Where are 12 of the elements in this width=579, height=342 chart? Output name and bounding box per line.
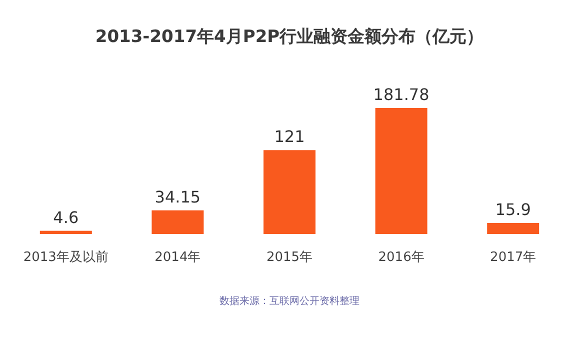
data-label: 121 (274, 127, 305, 146)
x-tick-label: 2014年 (154, 250, 201, 265)
data-label: 15.9 (495, 200, 531, 219)
x-tick-label: 2017年 (490, 250, 536, 265)
x-tick-label: 2016年 (378, 250, 424, 265)
title: 2013-2017年4月P2P行业融资金额分布（亿元） (95, 27, 484, 47)
data-label: 34.15 (154, 187, 201, 206)
x-tick-label: 2013年及以前 (23, 250, 108, 265)
data-label: 181.78 (373, 85, 430, 104)
data-label: 4.6 (53, 208, 79, 227)
x-tick-label: 2015年 (266, 250, 313, 265)
annotation: 数据来源：互联网公开资料整理 (220, 296, 360, 307)
